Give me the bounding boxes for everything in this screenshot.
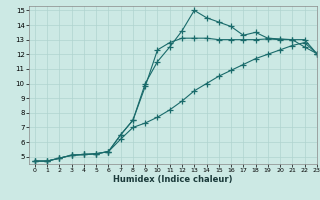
- X-axis label: Humidex (Indice chaleur): Humidex (Indice chaleur): [113, 175, 233, 184]
